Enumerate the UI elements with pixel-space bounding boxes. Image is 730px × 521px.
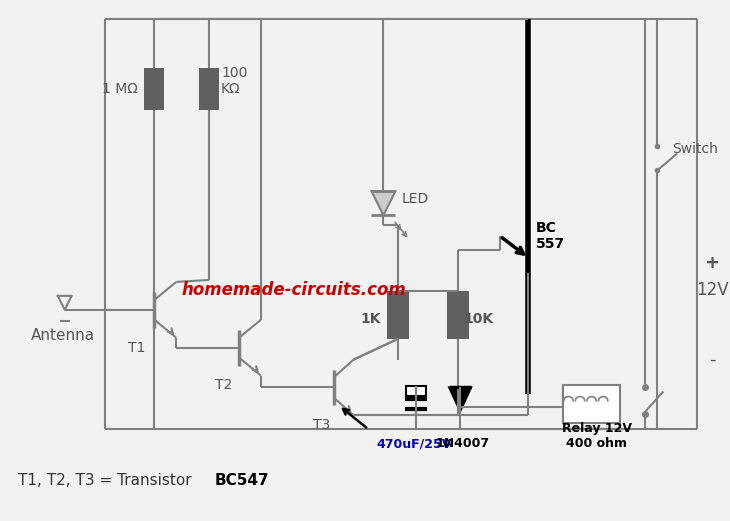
Text: Relay 12V
400 ohm: Relay 12V 400 ohm (561, 422, 631, 450)
Text: T1: T1 (128, 341, 145, 355)
Text: T3: T3 (313, 418, 331, 432)
Text: 470uF/25V: 470uF/25V (377, 437, 452, 450)
Text: T2: T2 (215, 378, 233, 392)
Text: -: - (709, 351, 715, 368)
Text: BC547: BC547 (214, 473, 269, 488)
Text: homemade-circuits.com: homemade-circuits.com (182, 281, 406, 299)
Text: BC
557: BC 557 (536, 221, 565, 251)
Bar (199, 68, 219, 109)
Polygon shape (449, 388, 471, 412)
Text: 1N4007: 1N4007 (435, 437, 489, 450)
Bar (447, 291, 469, 339)
Text: 100
KΩ: 100 KΩ (221, 66, 247, 96)
Text: T1, T2, T3 = Transistor: T1, T2, T3 = Transistor (18, 473, 191, 488)
Bar (563, 386, 620, 424)
Bar (407, 387, 426, 396)
Bar (145, 68, 164, 109)
Text: 1 MΩ: 1 MΩ (101, 82, 137, 96)
Bar (388, 291, 410, 339)
Text: LED: LED (402, 192, 429, 206)
Text: +: + (704, 254, 720, 272)
Text: Switch: Switch (672, 142, 718, 156)
Text: 10K: 10K (463, 312, 493, 326)
Text: 1K: 1K (360, 312, 381, 326)
Text: Antenna: Antenna (31, 328, 95, 343)
Polygon shape (372, 191, 396, 215)
Text: 12V: 12V (696, 281, 729, 299)
